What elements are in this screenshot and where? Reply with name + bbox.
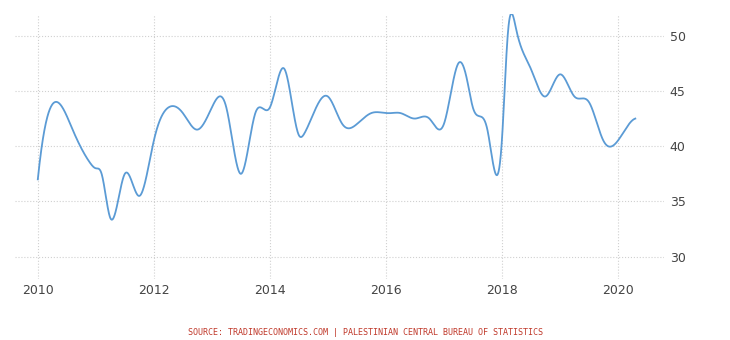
Text: SOURCE: TRADINGECONOMICS.COM | PALESTINIAN CENTRAL BUREAU OF STATISTICS: SOURCE: TRADINGECONOMICS.COM | PALESTINI… [188,328,542,337]
